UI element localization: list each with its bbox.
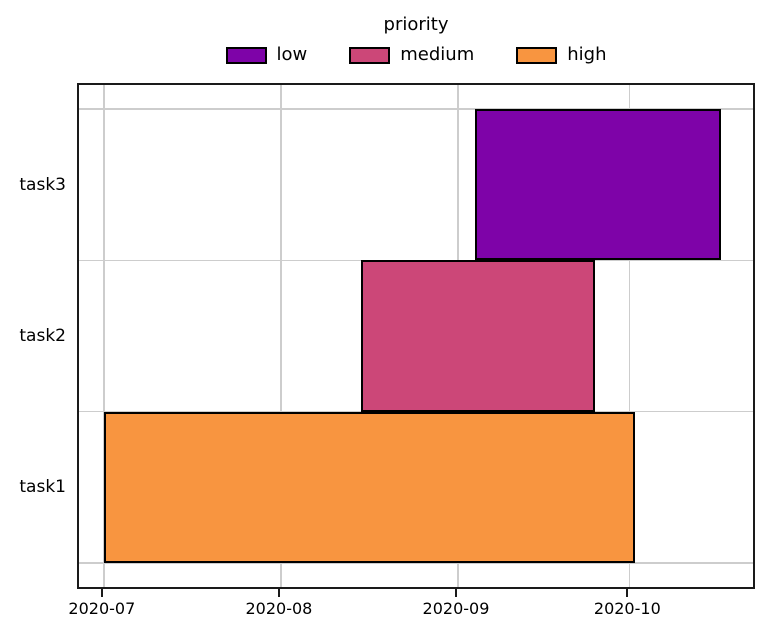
x-tick-label: 2020-09 [422,599,490,618]
legend-swatch-medium [349,46,391,64]
x-tick-label: 2020-10 [593,599,661,618]
y-tick-label: task1 [19,477,66,498]
gantt-bar-task1 [103,411,636,563]
x-tick-label: 2020-08 [245,599,313,618]
gantt-bar-task2 [360,260,596,412]
legend-item-high: high [516,44,606,66]
x-tick-label: 2020-07 [68,599,136,618]
plot-area [77,83,755,589]
legend: priority low medium high [77,13,755,66]
legend-swatch-high [516,46,558,64]
legend-row: low medium high [77,44,755,66]
y-tick-label: task3 [19,174,66,195]
gridline-horizontal [79,108,753,110]
x-axis-tick [626,589,629,597]
legend-item-low: low [225,44,308,66]
x-axis-tick [100,589,103,597]
y-tick-label: task2 [19,326,66,346]
legend-item-medium: medium [349,44,474,66]
gridline-vertical [280,85,282,587]
x-axis-tick [454,589,457,597]
gridline-horizontal [79,562,753,564]
gridline-vertical [628,85,631,587]
x-axis-tick [277,589,280,597]
legend-swatch-low [225,46,267,64]
legend-label: medium [400,44,475,65]
gantt-bar-task3 [475,109,721,261]
gridline-vertical [103,85,105,587]
legend-label: low [276,44,308,65]
legend-title: priority [383,14,449,35]
legend-label: high [567,44,607,65]
